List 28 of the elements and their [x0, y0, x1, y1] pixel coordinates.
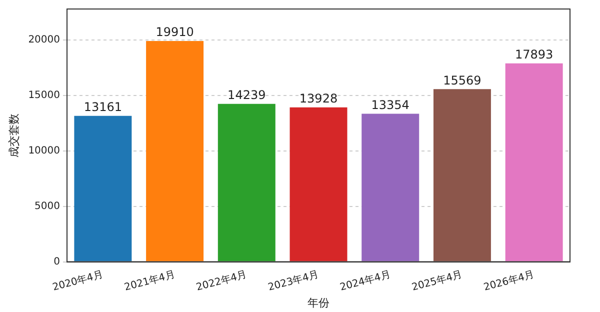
x-tick-label: 2021年4月 — [123, 268, 176, 294]
bar — [362, 114, 420, 262]
y-tick-label: 15000 — [28, 90, 60, 102]
x-tick-label: 2020年4月 — [51, 268, 104, 294]
y-tick-label: 5000 — [34, 200, 60, 212]
x-tick-label: 2026年4月 — [482, 268, 536, 294]
x-tick-label: 2023年4月 — [266, 268, 320, 294]
x-tick-label: 2022年4月 — [194, 268, 248, 294]
data-label: 13354 — [371, 98, 410, 112]
x-axis-title: 年份 — [308, 296, 330, 310]
x-tick-label: 2025年4月 — [410, 268, 464, 294]
data-label: 15569 — [443, 73, 482, 88]
x-tick-label: 2024年4月 — [338, 268, 392, 294]
data-label: 19910 — [156, 25, 194, 40]
data-label: 17893 — [514, 48, 554, 62]
bar — [146, 41, 204, 262]
y-tick-label: 10000 — [28, 146, 60, 157]
y-tick-label: 20000 — [28, 34, 60, 46]
bar — [290, 107, 348, 262]
bar — [433, 89, 491, 262]
data-label: 13928 — [299, 91, 338, 106]
bar — [505, 63, 563, 262]
y-axis-title: 成交套数 — [7, 113, 20, 158]
data-label: 13161 — [84, 100, 122, 114]
bar — [218, 104, 276, 262]
y-tick-label: 0 — [54, 256, 60, 268]
bar — [74, 116, 132, 262]
data-label: 14239 — [228, 88, 266, 102]
